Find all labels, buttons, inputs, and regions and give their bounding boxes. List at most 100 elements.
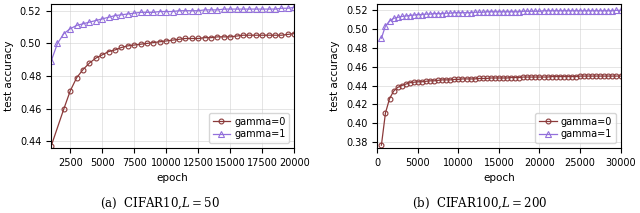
gamma=0 xyxy=(617,75,625,77)
gamma=0 xyxy=(265,34,273,36)
gamma=0 xyxy=(207,36,215,39)
gamma=1 xyxy=(418,13,426,16)
gamma=1 xyxy=(447,12,454,14)
gamma=0 xyxy=(438,79,446,81)
gamma=0 xyxy=(124,45,132,47)
gamma=0 xyxy=(459,78,467,80)
gamma=0 xyxy=(79,68,87,71)
Y-axis label: test accuracy: test accuracy xyxy=(330,41,340,111)
gamma=1 xyxy=(271,8,279,10)
gamma=0 xyxy=(118,46,125,49)
Legend: gamma=0, gamma=1: gamma=0, gamma=1 xyxy=(209,113,289,143)
gamma=0 xyxy=(92,57,100,59)
gamma=1 xyxy=(188,9,196,12)
gamma=1 xyxy=(454,12,462,14)
gamma=0 xyxy=(143,42,151,45)
gamma=0 xyxy=(278,34,285,36)
Text: (b)  CIFAR100,$L = 200$: (b) CIFAR100,$L = 200$ xyxy=(412,195,548,211)
gamma=0 xyxy=(378,144,385,146)
gamma=0 xyxy=(214,36,221,38)
X-axis label: epoch: epoch xyxy=(483,173,515,183)
gamma=0 xyxy=(60,108,68,110)
gamma=0 xyxy=(99,53,106,56)
gamma=0 xyxy=(291,32,298,35)
gamma=1 xyxy=(137,11,145,14)
gamma=1 xyxy=(182,9,189,12)
gamma=0 xyxy=(233,35,241,37)
gamma=0 xyxy=(105,50,113,53)
gamma=1 xyxy=(175,9,183,12)
gamma=1 xyxy=(291,6,298,9)
gamma=1 xyxy=(143,11,151,14)
gamma=1 xyxy=(150,11,157,14)
gamma=0 xyxy=(454,78,462,81)
gamma=1 xyxy=(201,9,209,11)
gamma=1 xyxy=(246,8,253,10)
gamma=0 xyxy=(239,34,247,36)
gamma=1 xyxy=(118,13,125,16)
gamma=0 xyxy=(73,76,81,79)
gamma=1 xyxy=(207,9,215,11)
gamma=0 xyxy=(447,79,454,81)
gamma=0 xyxy=(156,40,164,43)
gamma=0 xyxy=(227,36,234,38)
gamma=0 xyxy=(150,41,157,44)
gamma=1 xyxy=(278,7,285,10)
Line: gamma=1: gamma=1 xyxy=(379,8,623,41)
gamma=0 xyxy=(111,49,119,51)
gamma=0 xyxy=(259,34,266,36)
gamma=0 xyxy=(418,81,426,83)
gamma=1 xyxy=(214,9,221,11)
gamma=0 xyxy=(220,36,228,38)
gamma=1 xyxy=(131,12,138,14)
gamma=0 xyxy=(284,33,292,36)
Y-axis label: test accuracy: test accuracy xyxy=(4,41,14,111)
gamma=1 xyxy=(169,10,177,13)
gamma=1 xyxy=(67,27,74,30)
gamma=0 xyxy=(175,38,183,41)
gamma=1 xyxy=(86,21,93,23)
gamma=0 xyxy=(131,44,138,46)
gamma=1 xyxy=(47,60,55,63)
gamma=0 xyxy=(576,75,584,77)
gamma=1 xyxy=(227,8,234,10)
gamma=0 xyxy=(195,37,202,40)
gamma=0 xyxy=(182,37,189,40)
gamma=1 xyxy=(92,19,100,22)
gamma=0 xyxy=(169,39,177,41)
Text: (a)  CIFAR10,$L = 50$: (a) CIFAR10,$L = 50$ xyxy=(100,195,220,211)
gamma=1 xyxy=(265,8,273,10)
gamma=1 xyxy=(259,8,266,10)
gamma=1 xyxy=(252,8,260,10)
gamma=1 xyxy=(124,13,132,15)
gamma=1 xyxy=(156,10,164,13)
gamma=1 xyxy=(73,24,81,27)
gamma=0 xyxy=(201,36,209,39)
gamma=0 xyxy=(246,34,253,36)
gamma=0 xyxy=(527,76,535,78)
gamma=1 xyxy=(220,8,228,10)
gamma=0 xyxy=(252,34,260,36)
gamma=1 xyxy=(79,23,87,25)
gamma=0 xyxy=(67,89,74,92)
gamma=1 xyxy=(438,12,446,15)
gamma=0 xyxy=(137,43,145,46)
gamma=1 xyxy=(60,32,68,35)
gamma=1 xyxy=(99,18,106,20)
Legend: gamma=0, gamma=1: gamma=0, gamma=1 xyxy=(535,113,616,143)
Line: gamma=0: gamma=0 xyxy=(49,31,297,149)
gamma=1 xyxy=(617,9,625,12)
gamma=1 xyxy=(105,16,113,19)
gamma=1 xyxy=(612,9,620,12)
gamma=1 xyxy=(195,9,202,12)
X-axis label: epoch: epoch xyxy=(157,173,189,183)
gamma=1 xyxy=(378,37,385,39)
gamma=1 xyxy=(527,10,535,13)
gamma=1 xyxy=(459,12,467,14)
gamma=1 xyxy=(233,8,241,10)
gamma=0 xyxy=(47,145,55,148)
Line: gamma=1: gamma=1 xyxy=(49,5,297,64)
gamma=0 xyxy=(163,40,170,42)
gamma=1 xyxy=(239,8,247,10)
gamma=1 xyxy=(111,14,119,17)
